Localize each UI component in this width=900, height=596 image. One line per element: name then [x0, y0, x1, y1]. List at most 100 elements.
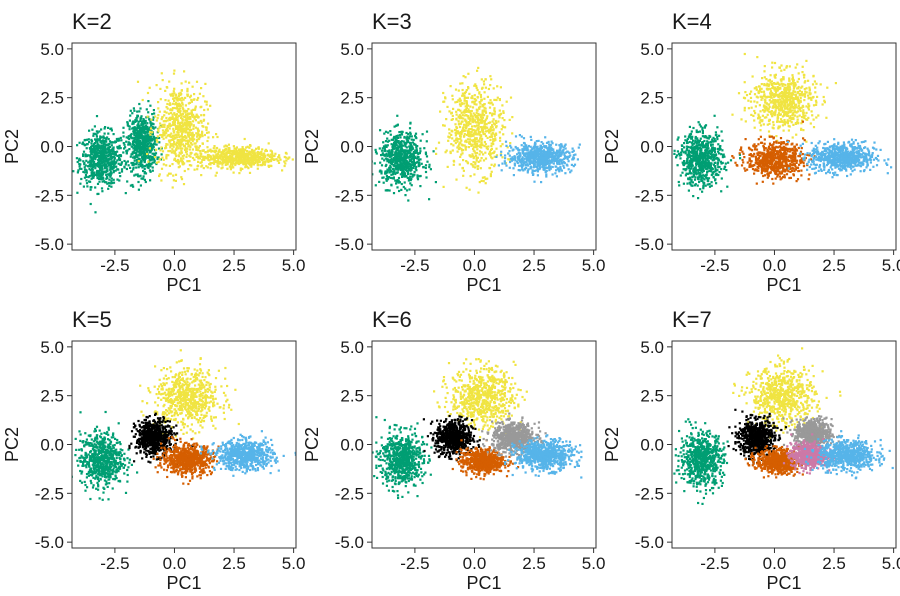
data-point: [145, 163, 148, 166]
data-point: [403, 162, 406, 165]
data-point: [157, 101, 160, 104]
data-point: [182, 130, 185, 133]
data-point: [487, 121, 490, 125]
data-point: [717, 157, 720, 160]
data-point: [94, 186, 97, 189]
data-point: [119, 147, 122, 150]
data-point: [179, 130, 182, 133]
data-point: [258, 161, 261, 164]
data-point: [216, 161, 219, 164]
data-point: [410, 184, 413, 187]
data-point: [409, 182, 412, 185]
data-point: [468, 117, 472, 120]
data-point: [424, 164, 428, 167]
data-point: [551, 155, 554, 158]
data-point: [94, 151, 97, 154]
data-point: [157, 160, 160, 163]
data-point: [495, 125, 498, 128]
data-point: [149, 118, 152, 121]
data-point: [451, 114, 454, 117]
data-point: [483, 140, 486, 144]
data-point: [390, 143, 393, 146]
data-point: [158, 125, 162, 128]
data-point: [501, 143, 504, 146]
data-point: [713, 149, 716, 152]
data-point: [173, 99, 176, 103]
data-point: [202, 119, 205, 122]
data-point: [214, 156, 217, 159]
scatter-points: [72, 69, 294, 214]
data-point: [571, 147, 574, 150]
data-point: [89, 149, 93, 152]
data-point: [139, 146, 142, 149]
data-point: [475, 86, 478, 89]
data-point: [176, 113, 179, 116]
data-point: [545, 159, 548, 162]
data-point: [141, 157, 144, 161]
data-point: [172, 127, 175, 130]
data-point: [686, 172, 689, 175]
data-point: [399, 162, 402, 166]
data-point: [192, 113, 195, 116]
data-point: [125, 136, 128, 139]
data-point: [423, 147, 426, 150]
data-point: [176, 145, 179, 148]
data-point: [92, 144, 95, 147]
data-point: [516, 160, 519, 163]
data-point: [382, 141, 385, 144]
data-point: [503, 119, 506, 122]
data-point: [530, 157, 533, 160]
data-point: [699, 150, 702, 153]
data-point: [500, 150, 503, 153]
data-point: [147, 134, 150, 137]
data-point: [701, 158, 704, 161]
data-point: [108, 158, 111, 161]
data-point: [107, 159, 110, 162]
data-point: [137, 143, 140, 146]
data-point: [445, 149, 448, 152]
data-point: [487, 101, 490, 104]
data-point: [137, 163, 140, 166]
data-point: [139, 116, 142, 119]
data-point: [739, 157, 742, 160]
data-point: [182, 127, 185, 130]
data-point: [465, 89, 468, 92]
data-point: [476, 69, 479, 72]
data-point: [461, 103, 464, 106]
data-point: [548, 149, 551, 152]
data-point: [560, 145, 563, 148]
data-point: [408, 165, 411, 168]
data-point: [395, 182, 398, 185]
data-point: [151, 169, 154, 172]
data-point: [477, 165, 480, 168]
data-point: [179, 157, 183, 160]
data-point: [710, 144, 713, 147]
data-point: [178, 142, 181, 145]
data-point: [488, 135, 492, 139]
data-point: [401, 158, 404, 161]
data-point: [404, 164, 407, 167]
data-point: [136, 139, 139, 142]
data-point: [94, 211, 97, 214]
data-point: [141, 135, 144, 138]
data-point: [548, 164, 551, 167]
data-point: [201, 130, 204, 133]
data-point: [392, 153, 395, 156]
data-point: [191, 140, 194, 143]
data-point: [166, 102, 169, 106]
data-point: [477, 124, 480, 127]
data-point: [138, 161, 141, 164]
data-point: [563, 166, 566, 169]
data-point: [134, 128, 137, 131]
data-point: [473, 103, 476, 106]
data-point: [410, 168, 413, 171]
data-point: [145, 155, 148, 158]
data-point: [386, 140, 389, 143]
data-point: [476, 88, 479, 92]
data-point: [120, 170, 124, 173]
data-point: [163, 133, 166, 137]
data-point: [171, 135, 174, 138]
data-point: [106, 182, 109, 185]
data-point: [716, 161, 720, 164]
data-point: [287, 157, 290, 160]
